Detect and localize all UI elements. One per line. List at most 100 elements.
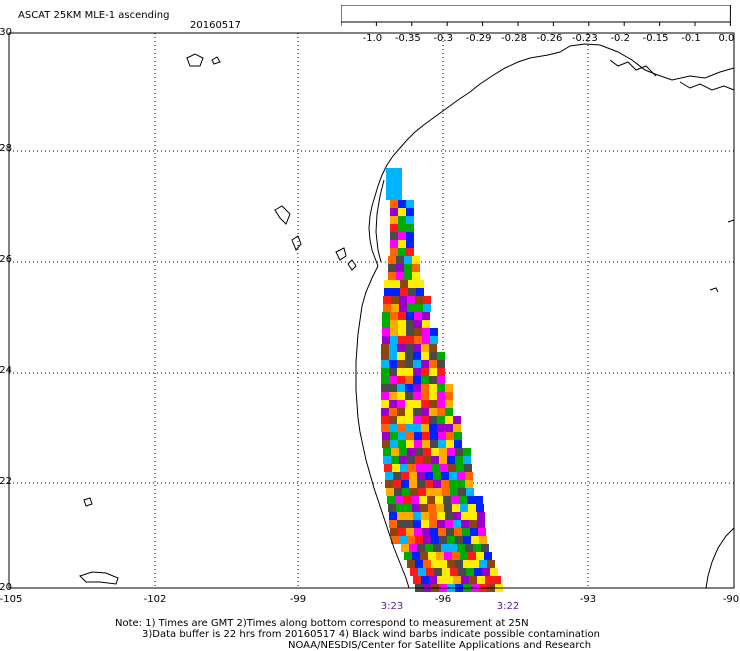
mle-cell: [477, 576, 485, 584]
mle-cell: [391, 296, 399, 304]
mle-cell: [427, 496, 435, 504]
mle-cell: [413, 344, 421, 352]
mle-cell: [441, 480, 449, 488]
mle-cell: [397, 400, 405, 408]
mle-cell: [421, 408, 429, 416]
lat-lon-grid: [9, 33, 734, 588]
mle-cell: [421, 416, 429, 424]
mle-cell: [453, 576, 461, 584]
mle-cell: [422, 312, 430, 320]
legend-label: -0.26: [536, 33, 563, 44]
mle-cell: [435, 496, 443, 504]
mle-cell: [390, 248, 398, 256]
mle-cell: [391, 304, 399, 312]
mle-cell: [438, 440, 446, 448]
mle-cell: [461, 512, 469, 520]
mle-cell: [413, 384, 421, 392]
mle-cell: [413, 368, 421, 376]
mle-cell: [384, 280, 392, 288]
mle-cell: [433, 480, 441, 488]
mle-cell: [416, 280, 424, 288]
mle-cell: [390, 216, 398, 224]
mle-cell: [406, 232, 414, 240]
legend-label: -0.3: [433, 33, 453, 44]
mle-cell: [381, 400, 389, 408]
coastline-segment: [709, 287, 719, 293]
mle-cell: [429, 368, 437, 376]
mle-cell: [397, 512, 405, 520]
mle-cell: [388, 504, 396, 512]
mle-cell: [439, 456, 447, 464]
mle-cell: [382, 320, 390, 328]
legend-label: -0.15: [642, 33, 669, 44]
mle-cell: [437, 576, 445, 584]
mle-cell: [398, 328, 406, 336]
mle-cell: [414, 320, 422, 328]
mle-swath: [381, 168, 503, 592]
mle-cell: [430, 528, 438, 536]
mle-cell: [461, 520, 469, 528]
mle-cell: [475, 496, 483, 504]
mle-cell: [476, 552, 484, 560]
mle-cell: [389, 352, 397, 360]
mle-cell: [398, 240, 406, 248]
coastline-segment: [335, 247, 347, 261]
mle-cell: [429, 424, 437, 432]
mle-cell: [405, 392, 413, 400]
mle-cell: [453, 520, 461, 528]
mle-cell: [408, 288, 416, 296]
mle-cell: [429, 416, 437, 424]
mle-cell: [431, 560, 439, 568]
mle-cell: [413, 520, 421, 528]
mle-cell: [382, 440, 390, 448]
mle-cell: [400, 464, 408, 472]
legend-colorbar: [341, 5, 731, 26]
mle-cell: [469, 520, 477, 528]
mle-cell: [413, 424, 421, 432]
mle-cell: [387, 496, 395, 504]
mle-cell: [406, 200, 414, 208]
coastline-segment: [79, 571, 119, 585]
legend-label: -0.1: [681, 33, 701, 44]
mle-cell: [422, 528, 430, 536]
mle-cell: [445, 576, 453, 584]
mle-cell: [449, 544, 457, 552]
mle-cell: [401, 472, 409, 480]
mle-cell: [397, 344, 405, 352]
mle-cell: [405, 520, 413, 528]
mle-cell: [469, 576, 477, 584]
mle-cell: [447, 456, 455, 464]
mle-cell: [438, 432, 446, 440]
mle-cell: [437, 408, 445, 416]
mle-cell: [390, 224, 398, 232]
mle-cell: [389, 360, 397, 368]
mle-cell: [493, 576, 501, 584]
mle-cell: [417, 472, 425, 480]
lon-label-105: -105: [0, 594, 23, 605]
mle-cell: [413, 408, 421, 416]
mle-cell: [382, 432, 390, 440]
mle-cell: [402, 488, 410, 496]
mle-cell: [453, 416, 461, 424]
mle-cell: [390, 528, 398, 536]
mle-cell: [399, 456, 407, 464]
mle-cell: [405, 360, 413, 368]
footnote-line-2: 3)Data buffer is 22 hrs from 20160517 4)…: [142, 629, 600, 640]
mle-cell: [412, 504, 420, 512]
mle-cell: [390, 208, 398, 216]
mle-cell: [421, 520, 429, 528]
mle-cell: [421, 400, 429, 408]
mle-cell: [398, 224, 406, 232]
mle-cell: [445, 512, 453, 520]
mle-cell: [448, 464, 456, 472]
mle-cell: [460, 504, 468, 512]
mle-cell: [453, 512, 461, 520]
mle-cell: [471, 560, 479, 568]
mle-cell: [381, 416, 389, 424]
mle-cell: [410, 568, 418, 576]
mle-cell: [446, 528, 454, 536]
mle-cell: [465, 480, 473, 488]
mle-cell: [445, 400, 453, 408]
mle-cell: [446, 440, 454, 448]
mle-cell: [482, 568, 490, 576]
